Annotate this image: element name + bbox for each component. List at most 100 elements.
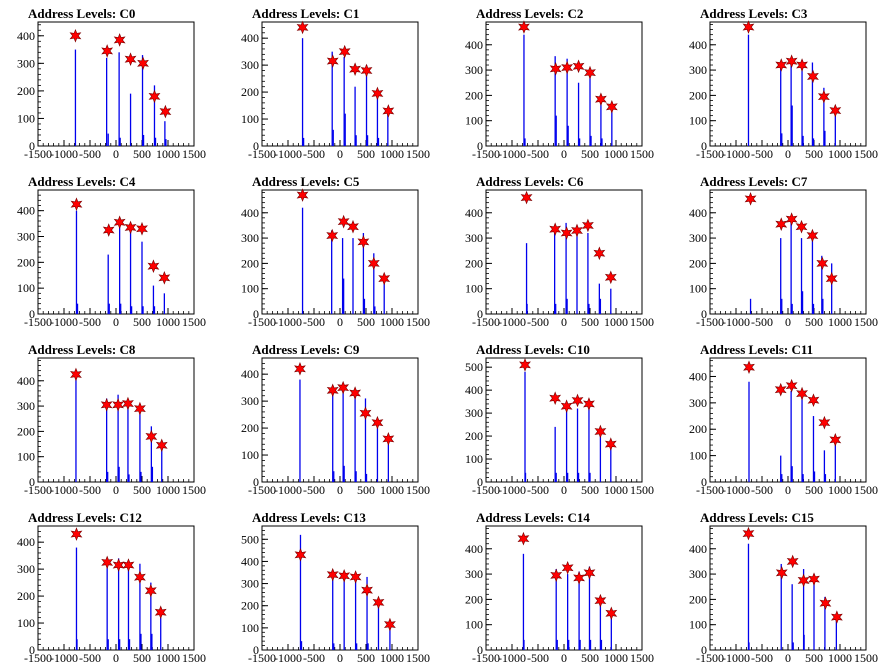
peak-marker [825, 271, 838, 286]
y-tick-label: 100 [465, 618, 483, 632]
peak-marker [785, 212, 798, 226]
x-tick-label: 1500 [854, 147, 878, 161]
x-tick-label: -1500 [24, 315, 52, 329]
x-tick-label: 0 [785, 483, 791, 497]
chart-title: Address Levels: C8 [28, 342, 136, 357]
chart-title: Address Levels: C5 [252, 174, 360, 189]
chart-svg: 0 100 200 300 400 -1500-1000 -500 0 500 1000 1500 [241, 357, 430, 497]
peak-marker [112, 397, 124, 412]
plot-frame [485, 21, 643, 147]
y-tick-label: 100 [689, 618, 707, 632]
x-tick-label: -500 [527, 483, 549, 497]
y-tick-label: 200 [241, 599, 259, 613]
chart-title: Address Levels: C6 [476, 174, 584, 189]
y-tick-label: 100 [465, 452, 483, 466]
peak-marker [154, 605, 167, 620]
peak-marker [795, 219, 808, 234]
peak-marker [517, 531, 530, 546]
peak-marker [743, 360, 755, 375]
peak-marker [382, 104, 395, 118]
x-tick-label: 500 [805, 315, 823, 329]
peak-marker [147, 259, 160, 274]
chart-svg: 0 100 200 300 400 500 -1500-1000 -500 0 500 1000 15… [465, 357, 654, 497]
chart-panel: Address Levels: C2 0 100 200 300 400 -1500 -100… [448, 0, 672, 168]
chart-svg: 0 100 200 300 400 -1500-1000 -500 0 500 1000 1500 [17, 357, 206, 497]
y-tick-label: 400 [465, 38, 483, 52]
chart-svg: 0 100 200 300 400 -1500-1000 -500 0 500 1000 1500 [465, 525, 654, 665]
peak-marker [347, 219, 359, 234]
y-tick-label: 0 [29, 139, 35, 153]
y-tick-label: 200 [465, 256, 483, 270]
peak-marker [70, 527, 83, 541]
x-tick-label: 0 [561, 147, 567, 161]
chart-panel: Address Levels: C13 0 100 200 300 400 500 -1500… [224, 504, 448, 672]
peak-marker [144, 583, 157, 598]
x-tick-label: -500 [527, 651, 549, 665]
y-tick-label: 500 [241, 532, 259, 546]
y-tick-label: 200 [465, 88, 483, 102]
x-tick-label: 0 [113, 315, 119, 329]
y-tick-label: 400 [17, 29, 35, 43]
x-tick-label: -500 [303, 147, 325, 161]
y-tick-label: 100 [17, 616, 35, 630]
peak-marker [560, 226, 573, 240]
peak-marker [560, 399, 573, 414]
peak-marker [817, 89, 830, 104]
peak-marker [122, 558, 135, 572]
y-tick-label: 400 [241, 31, 259, 45]
y-tick-label: 300 [465, 231, 483, 245]
peak-marker [583, 565, 596, 580]
y-tick-label: 0 [29, 643, 35, 657]
plot-frame [37, 189, 195, 315]
y-tick-label: 200 [241, 421, 259, 435]
plot-frame [37, 357, 195, 483]
x-tick-label: -500 [79, 147, 101, 161]
x-tick-label: 1500 [406, 651, 430, 665]
peak-marker [349, 62, 361, 76]
peak-marker [582, 218, 594, 233]
chart-svg: 0 100 200 300 400 -1500-1000 -500 0 500 1000 1500 [465, 20, 654, 161]
x-tick-label: -500 [751, 315, 773, 329]
x-tick-label: -1000 [50, 483, 78, 497]
x-tick-label: -1000 [722, 483, 750, 497]
chart-panel: Address Levels: C9 0 100 200 300 400 -1500 -100… [224, 336, 448, 504]
peak-marker [807, 393, 820, 408]
y-tick-label: 300 [241, 58, 259, 72]
peak-marker [70, 197, 83, 212]
y-tick-label: 500 [465, 360, 483, 374]
chart-svg: 0 100 200 300 400 -1500-1000 -500 0 500 1000 1500 [17, 21, 206, 161]
x-tick-label: -500 [303, 483, 325, 497]
peak-marker [296, 20, 309, 35]
chart-panel: Address Levels: C3 0 100 200 300 400 -1500 -100… [672, 0, 896, 168]
peak-marker [604, 437, 617, 451]
peak-marker [371, 86, 384, 101]
x-tick-label: 1000 [604, 651, 628, 665]
x-tick-label: 0 [113, 651, 119, 665]
x-tick-label: 500 [133, 147, 151, 161]
x-tick-label: 0 [113, 147, 119, 161]
y-tick-label: 100 [465, 282, 483, 296]
chart-panel: Address Levels: C0 0 100 200 300 400 -1500 -100… [0, 0, 224, 168]
y-tick-label: 200 [17, 84, 35, 98]
plot-frame [485, 189, 643, 315]
x-tick-label: 1000 [604, 147, 628, 161]
chart-panel: Address Levels: C4 0 100 200 300 400 -1500 -100… [0, 168, 224, 336]
peak-marker [775, 217, 788, 231]
x-tick-label: 1500 [630, 483, 654, 497]
x-tick-label: 0 [113, 483, 119, 497]
y-tick-label: 300 [17, 230, 35, 244]
chart-title: Address Levels: C9 [252, 342, 360, 357]
y-tick-label: 400 [689, 369, 707, 383]
x-tick-label: -1500 [248, 147, 276, 161]
plot-frame [485, 357, 643, 483]
y-tick-label: 0 [253, 307, 259, 321]
peak-marker [382, 432, 395, 446]
plot-frame [37, 525, 195, 651]
peak-marker [155, 438, 168, 453]
y-tick-label: 0 [477, 307, 483, 321]
x-tick-label: -1000 [50, 147, 78, 161]
x-tick-label: 1500 [630, 651, 654, 665]
x-tick-label: -1000 [498, 147, 526, 161]
y-tick-label: 300 [465, 567, 483, 581]
chart-svg: 0 100 200 300 400 -1500-1000 -500 0 500 1000 1500 [241, 188, 430, 329]
